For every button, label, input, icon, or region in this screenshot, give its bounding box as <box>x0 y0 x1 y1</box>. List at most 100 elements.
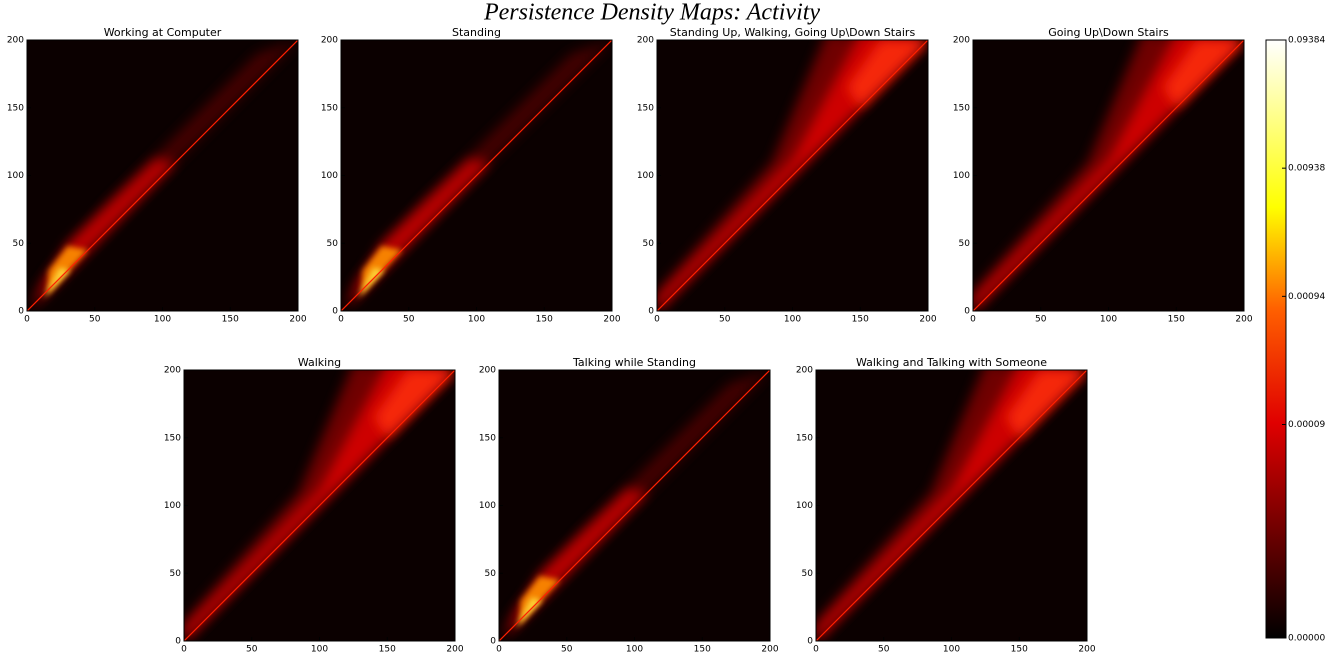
x-tick-label: 50 <box>89 315 101 325</box>
y-tick-label: 0 <box>18 307 24 317</box>
x-tick-label: 100 <box>311 645 328 655</box>
x-tick-label: 50 <box>246 645 258 655</box>
y-tick-label: 50 <box>327 239 339 249</box>
x-tick-label: 50 <box>561 645 573 655</box>
x-tick-label: 100 <box>784 315 801 325</box>
x-tick-label: 150 <box>222 315 239 325</box>
x-tick-label: 200 <box>446 645 463 655</box>
y-tick-label: 100 <box>637 171 654 181</box>
y-tick-label: 0 <box>648 307 654 317</box>
density-region <box>373 370 455 438</box>
heatmap-panel: Going Up\Down Stairs 0 50 100 150 200 0 50 100 15… <box>953 26 1253 325</box>
density <box>499 370 770 641</box>
diagonal <box>184 370 455 641</box>
x-tick-label: 0 <box>24 315 30 325</box>
y-tick-label: 150 <box>479 433 496 443</box>
y-tick-label: 50 <box>959 239 971 249</box>
y-tick-label: 50 <box>170 569 182 579</box>
y-tick-label: 0 <box>964 307 970 317</box>
y-tick-label: 50 <box>13 239 25 249</box>
diagonal <box>499 370 770 641</box>
density <box>657 40 928 311</box>
x-tick-label: 150 <box>852 315 869 325</box>
density <box>973 40 1244 311</box>
density-region <box>1162 40 1244 108</box>
y-tick-label: 0 <box>332 307 338 317</box>
x-tick-label: 150 <box>1168 315 1185 325</box>
colorbar-tick-label: 0.00938 <box>1288 164 1325 174</box>
y-tick-label: 100 <box>953 171 970 181</box>
y-tick-label: 150 <box>637 103 654 113</box>
y-tick-label: 200 <box>7 36 24 46</box>
x-tick-label: 0 <box>970 315 976 325</box>
diagonal <box>816 370 1087 641</box>
panel-title: Talking while Standing <box>572 356 696 369</box>
x-tick-label: 200 <box>289 315 306 325</box>
colorbar-tick-label: 0.09384 <box>1288 36 1325 46</box>
x-tick-label: 0 <box>813 645 819 655</box>
y-tick-label: 200 <box>479 366 496 376</box>
y-tick-label: 50 <box>643 239 655 249</box>
y-tick-label: 100 <box>164 501 181 511</box>
x-tick-label: 200 <box>603 315 620 325</box>
colorbar-tick-label: 0.00009 <box>1288 420 1325 430</box>
colorbar-tick-label: 0.00094 <box>1288 292 1325 302</box>
diagonal <box>27 40 298 311</box>
y-tick-label: 100 <box>796 501 813 511</box>
y-tick-label: 100 <box>321 171 338 181</box>
density-region <box>43 267 71 299</box>
x-tick-label: 0 <box>181 645 187 655</box>
y-tick-label: 200 <box>796 366 813 376</box>
heatmap-panel: Standing 0 50 100 150 200 0 50 100 150 200 <box>321 26 621 325</box>
x-tick-label: 100 <box>943 645 960 655</box>
colorbar <box>1265 39 1287 639</box>
y-tick-label: 150 <box>321 103 338 113</box>
heatmap-panel: Walking and Talking with Someone 0 50 100 15… <box>796 356 1096 655</box>
chart-title: Persistence Density Maps: Activity <box>483 0 820 26</box>
density <box>184 370 455 641</box>
y-tick-label: 150 <box>953 103 970 113</box>
x-tick-label: 150 <box>536 315 553 325</box>
panel-title: Working at Computer <box>104 26 222 39</box>
y-tick-label: 0 <box>175 637 181 647</box>
density-region <box>357 267 385 299</box>
y-tick-label: 0 <box>490 637 496 647</box>
panel-title: Walking <box>298 356 341 369</box>
y-tick-label: 150 <box>164 433 181 443</box>
y-tick-label: 150 <box>7 103 24 113</box>
x-tick-label: 150 <box>694 645 711 655</box>
x-tick-label: 200 <box>919 315 936 325</box>
density-region <box>846 40 928 108</box>
y-tick-label: 200 <box>164 366 181 376</box>
x-tick-label: 200 <box>1235 315 1252 325</box>
x-tick-label: 100 <box>468 315 485 325</box>
density <box>27 40 298 311</box>
y-tick-label: 200 <box>321 36 338 46</box>
panel-title: Going Up\Down Stairs <box>1048 26 1169 39</box>
x-tick-label: 50 <box>719 315 731 325</box>
x-tick-label: 50 <box>878 645 890 655</box>
diagonal <box>657 40 928 311</box>
x-tick-label: 50 <box>1035 315 1047 325</box>
x-tick-label: 200 <box>1078 645 1095 655</box>
x-tick-label: 50 <box>403 315 415 325</box>
x-tick-label: 200 <box>761 645 778 655</box>
x-tick-label: 100 <box>154 315 171 325</box>
heatmap-panel: Standing Up, Walking, Going Up\Down Stai… <box>637 26 937 325</box>
x-tick-label: 100 <box>626 645 643 655</box>
y-tick-label: 50 <box>485 569 497 579</box>
y-tick-label: 150 <box>796 433 813 443</box>
y-tick-label: 100 <box>7 171 24 181</box>
density <box>341 40 612 311</box>
panel-title: Standing Up, Walking, Going Up\Down Stai… <box>670 26 916 39</box>
density-region <box>1005 370 1087 438</box>
x-tick-label: 150 <box>1011 645 1028 655</box>
heatmap-panel: Working at Computer 0 50 100 150 200 0 50 100 150… <box>7 26 307 325</box>
panel-title: Walking and Talking with Someone <box>856 356 1047 369</box>
x-tick-label: 100 <box>1100 315 1117 325</box>
y-tick-label: 100 <box>479 501 496 511</box>
x-tick-label: 150 <box>379 645 396 655</box>
y-tick-label: 200 <box>953 36 970 46</box>
y-tick-label: 50 <box>802 569 814 579</box>
